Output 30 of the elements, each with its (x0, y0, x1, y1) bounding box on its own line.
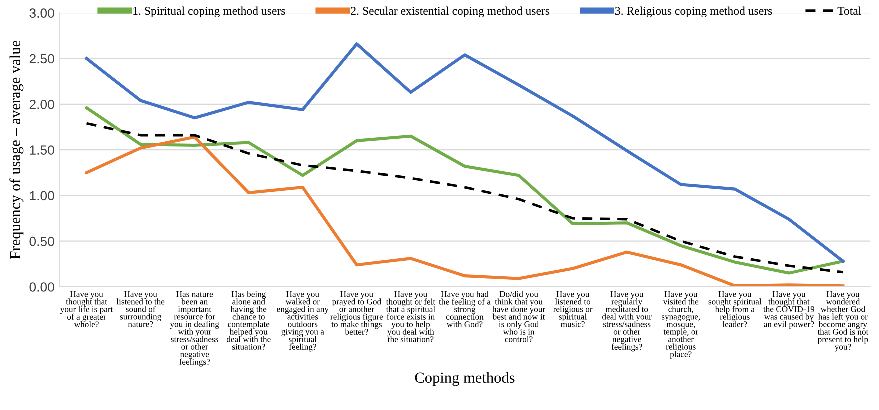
y-tick-label: 2.50 (30, 54, 54, 64)
x-tick-label: Have you thought or felt that a spiritual force exists in you to help you deal with the situation? (386, 291, 436, 342)
line-series (85, 42, 845, 263)
x-tick-label: Have you thought that your life is part of a greater whole? (60, 291, 114, 328)
y-tick-label: 2.00 (30, 100, 54, 110)
x-tick-label: Do/did you think that you have done your best and now it is only God who is in control? (492, 291, 546, 342)
y-tick-label: 0.00 (30, 282, 54, 292)
x-tick-label: Have you regularly meditated to deal with your stress/sadness or other negative feelings? (602, 291, 652, 352)
legend-label: 2. Secular existential coping method users (351, 6, 550, 18)
y-tick-label: 0.50 (30, 236, 54, 246)
line-series (85, 136, 845, 287)
x-tick-label: Have you walked or engaged in any activities outdoors giving you a spiritual feeling? (277, 291, 329, 352)
x-tick-label: Have you listened to the sound of surrounding nature? (116, 291, 165, 328)
x-tick-label: Have you thought that the COVID-19 was caused by an evil power? (764, 291, 815, 330)
x-tick-label: Have you prayed to God or another religious figure to make things better? (330, 291, 384, 335)
x-tick-label: Have you listened to religious or spiritual music? (553, 291, 593, 328)
x-axis-title: Coping methods (415, 372, 515, 386)
x-tick-label: Have you wondered whether God has left you or become angry that God is not present to help you? (818, 291, 869, 352)
x-tick-label: Has being alone and having the chance to contemplate helped you deal with the situation? (226, 291, 271, 350)
category-label: Have you visited the church, synagogue, mosque, temple, or another religious place? (662, 291, 700, 360)
y-tick-label: 1.50 (30, 146, 54, 155)
legend-label: Total (838, 6, 862, 16)
legend-label: 3. Religious coping method users (615, 6, 772, 18)
y-tick-label: 3.00 (30, 8, 54, 18)
y-axis-title: Frequency of usage – average value (10, 40, 24, 260)
legend-label: 1. Spiritual coping method users (134, 6, 286, 18)
y-tick-label: 1.00 (30, 191, 54, 201)
x-tick-label: Have you had the feeling of a strong connection with God? (439, 291, 491, 328)
x-tick-label: Have you sought spiritual help from a religious leader? (708, 291, 762, 328)
category-label: Has nature been an important resource for you in dealing with your stress/sadness or other negative feelings? (170, 292, 220, 367)
